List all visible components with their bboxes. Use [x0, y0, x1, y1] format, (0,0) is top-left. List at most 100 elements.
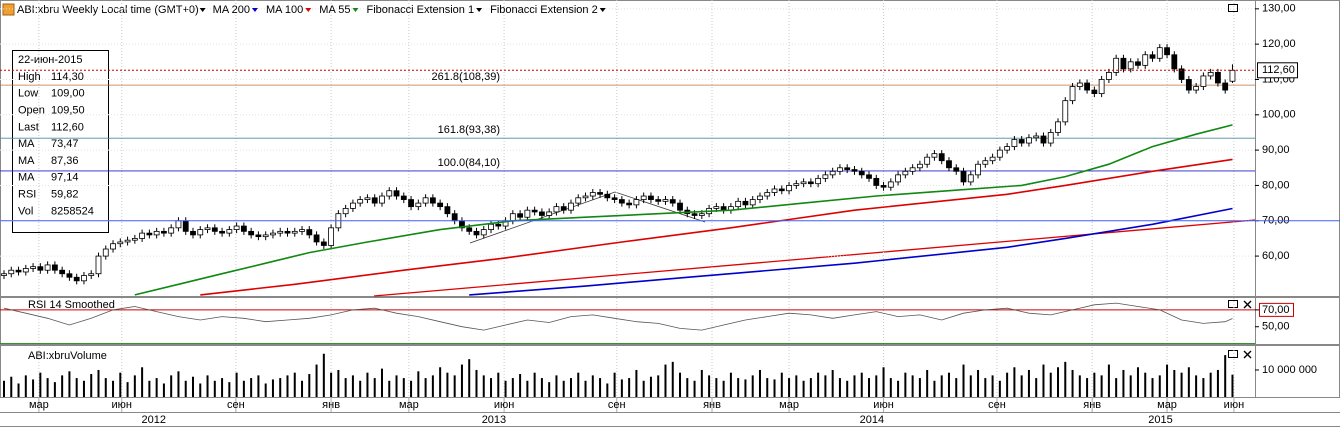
x-tick-label: июн [1224, 399, 1244, 411]
volume-bar [635, 369, 638, 397]
candle-body [306, 229, 313, 236]
volume-bar [53, 382, 56, 397]
panel-title[interactable]: RSI 14 Smoothed [28, 299, 115, 311]
candle-body [1207, 72, 1214, 77]
info-value: 87,36 [51, 155, 79, 167]
candle-body [698, 213, 705, 216]
volume-bar [569, 378, 572, 397]
volume-bar [250, 378, 253, 397]
volume-bar [242, 380, 245, 397]
info-label: MA [18, 155, 35, 167]
legend-item[interactable]: MA 200 [213, 4, 250, 16]
volume-bar [1224, 355, 1227, 397]
volume-bar [460, 364, 463, 397]
candle-body [742, 200, 749, 206]
dropdown-arrow[interactable] [352, 8, 359, 12]
volume-bar [831, 369, 834, 397]
dropdown-arrow[interactable] [599, 8, 606, 12]
volume-bar [1013, 367, 1016, 397]
candle-body [786, 185, 792, 192]
y-tick-label: 90,00 [1262, 144, 1290, 156]
candle-body [887, 181, 894, 188]
candle-body [858, 170, 865, 176]
candle-body [270, 232, 276, 236]
candle-body [1069, 86, 1076, 102]
candle-body [1200, 75, 1207, 87]
candle-body [8, 269, 15, 275]
maximize-icon[interactable] [1228, 4, 1238, 12]
legend-item[interactable]: MA 100 [266, 4, 303, 16]
volume-bar [170, 375, 173, 397]
candle-body [175, 220, 182, 229]
volume-bar [628, 378, 631, 397]
candle-body [691, 213, 698, 216]
candle-body [1011, 139, 1018, 147]
volume-bar [75, 378, 78, 397]
candle-body [73, 276, 80, 282]
candle-body [669, 199, 676, 204]
volume-bar [708, 375, 711, 397]
volume-bar [933, 380, 936, 397]
candle-body [81, 275, 87, 282]
dropdown-arrow[interactable] [305, 8, 312, 12]
info-value: 114,30 [51, 71, 84, 83]
volume-bar [475, 369, 478, 397]
volume-bar [620, 379, 623, 397]
close-icon[interactable] [1243, 350, 1252, 359]
dropdown-arrow[interactable] [251, 8, 258, 12]
x-tick-label: сен [227, 399, 245, 411]
volume-bar [700, 369, 703, 397]
volume-bar [424, 378, 427, 397]
candle-body [226, 229, 233, 234]
candle-body [240, 225, 247, 232]
volume-bar [1086, 378, 1089, 397]
volume-bar [373, 378, 376, 397]
candle-body [364, 197, 371, 200]
y-tick-label: 10 000 000 [1262, 364, 1317, 376]
tool-item[interactable]: Fibonacci Extension 1 [366, 4, 474, 16]
candle-body [1142, 54, 1149, 66]
panel-title: ABI:xbruVolume [28, 350, 107, 362]
volume-bar [889, 378, 892, 397]
candle-body [509, 213, 516, 222]
maximize-icon[interactable] [1228, 350, 1238, 358]
candle-body [880, 185, 887, 188]
candle-body [778, 188, 785, 192]
volume-bar [402, 378, 405, 397]
volume-bar [897, 380, 900, 397]
volume-bar [141, 367, 144, 397]
candle-body [44, 264, 51, 271]
volume-bar [613, 372, 616, 397]
dropdown-arrow[interactable] [199, 8, 206, 12]
volume-bar [10, 376, 13, 397]
series-line [469, 207, 1233, 296]
candle-body [1084, 82, 1090, 91]
tool-item[interactable]: Fibonacci Extension 2 [490, 4, 598, 16]
candle-body [1055, 121, 1061, 133]
candle-body [844, 167, 851, 170]
symbol-title[interactable]: ABI:xbru Weekly Local time (GMT+0) [17, 4, 199, 16]
volume-bar [788, 378, 791, 397]
volume-bar [1180, 372, 1183, 397]
volume-bar [548, 382, 551, 397]
volume-bar [715, 378, 718, 397]
candle-body [677, 202, 683, 211]
volume-bar [904, 372, 907, 397]
maximize-icon[interactable] [1228, 300, 1238, 308]
close-icon[interactable] [1243, 300, 1252, 309]
volume-bar [417, 371, 420, 397]
volume-bar [2, 380, 5, 397]
candle-body [531, 209, 538, 213]
symbol-icon[interactable] [2, 3, 15, 16]
volume-bar [359, 380, 362, 397]
dropdown-arrow[interactable] [476, 8, 483, 12]
candle-body [124, 239, 131, 243]
volume-bar [918, 378, 921, 397]
volume-bar [431, 375, 434, 397]
volume-bar [809, 378, 812, 397]
candle-body [837, 167, 843, 172]
candle-body [15, 269, 22, 273]
volume-bar [24, 375, 27, 397]
legend-item[interactable]: MA 55 [319, 4, 350, 16]
candle-body [139, 232, 146, 239]
